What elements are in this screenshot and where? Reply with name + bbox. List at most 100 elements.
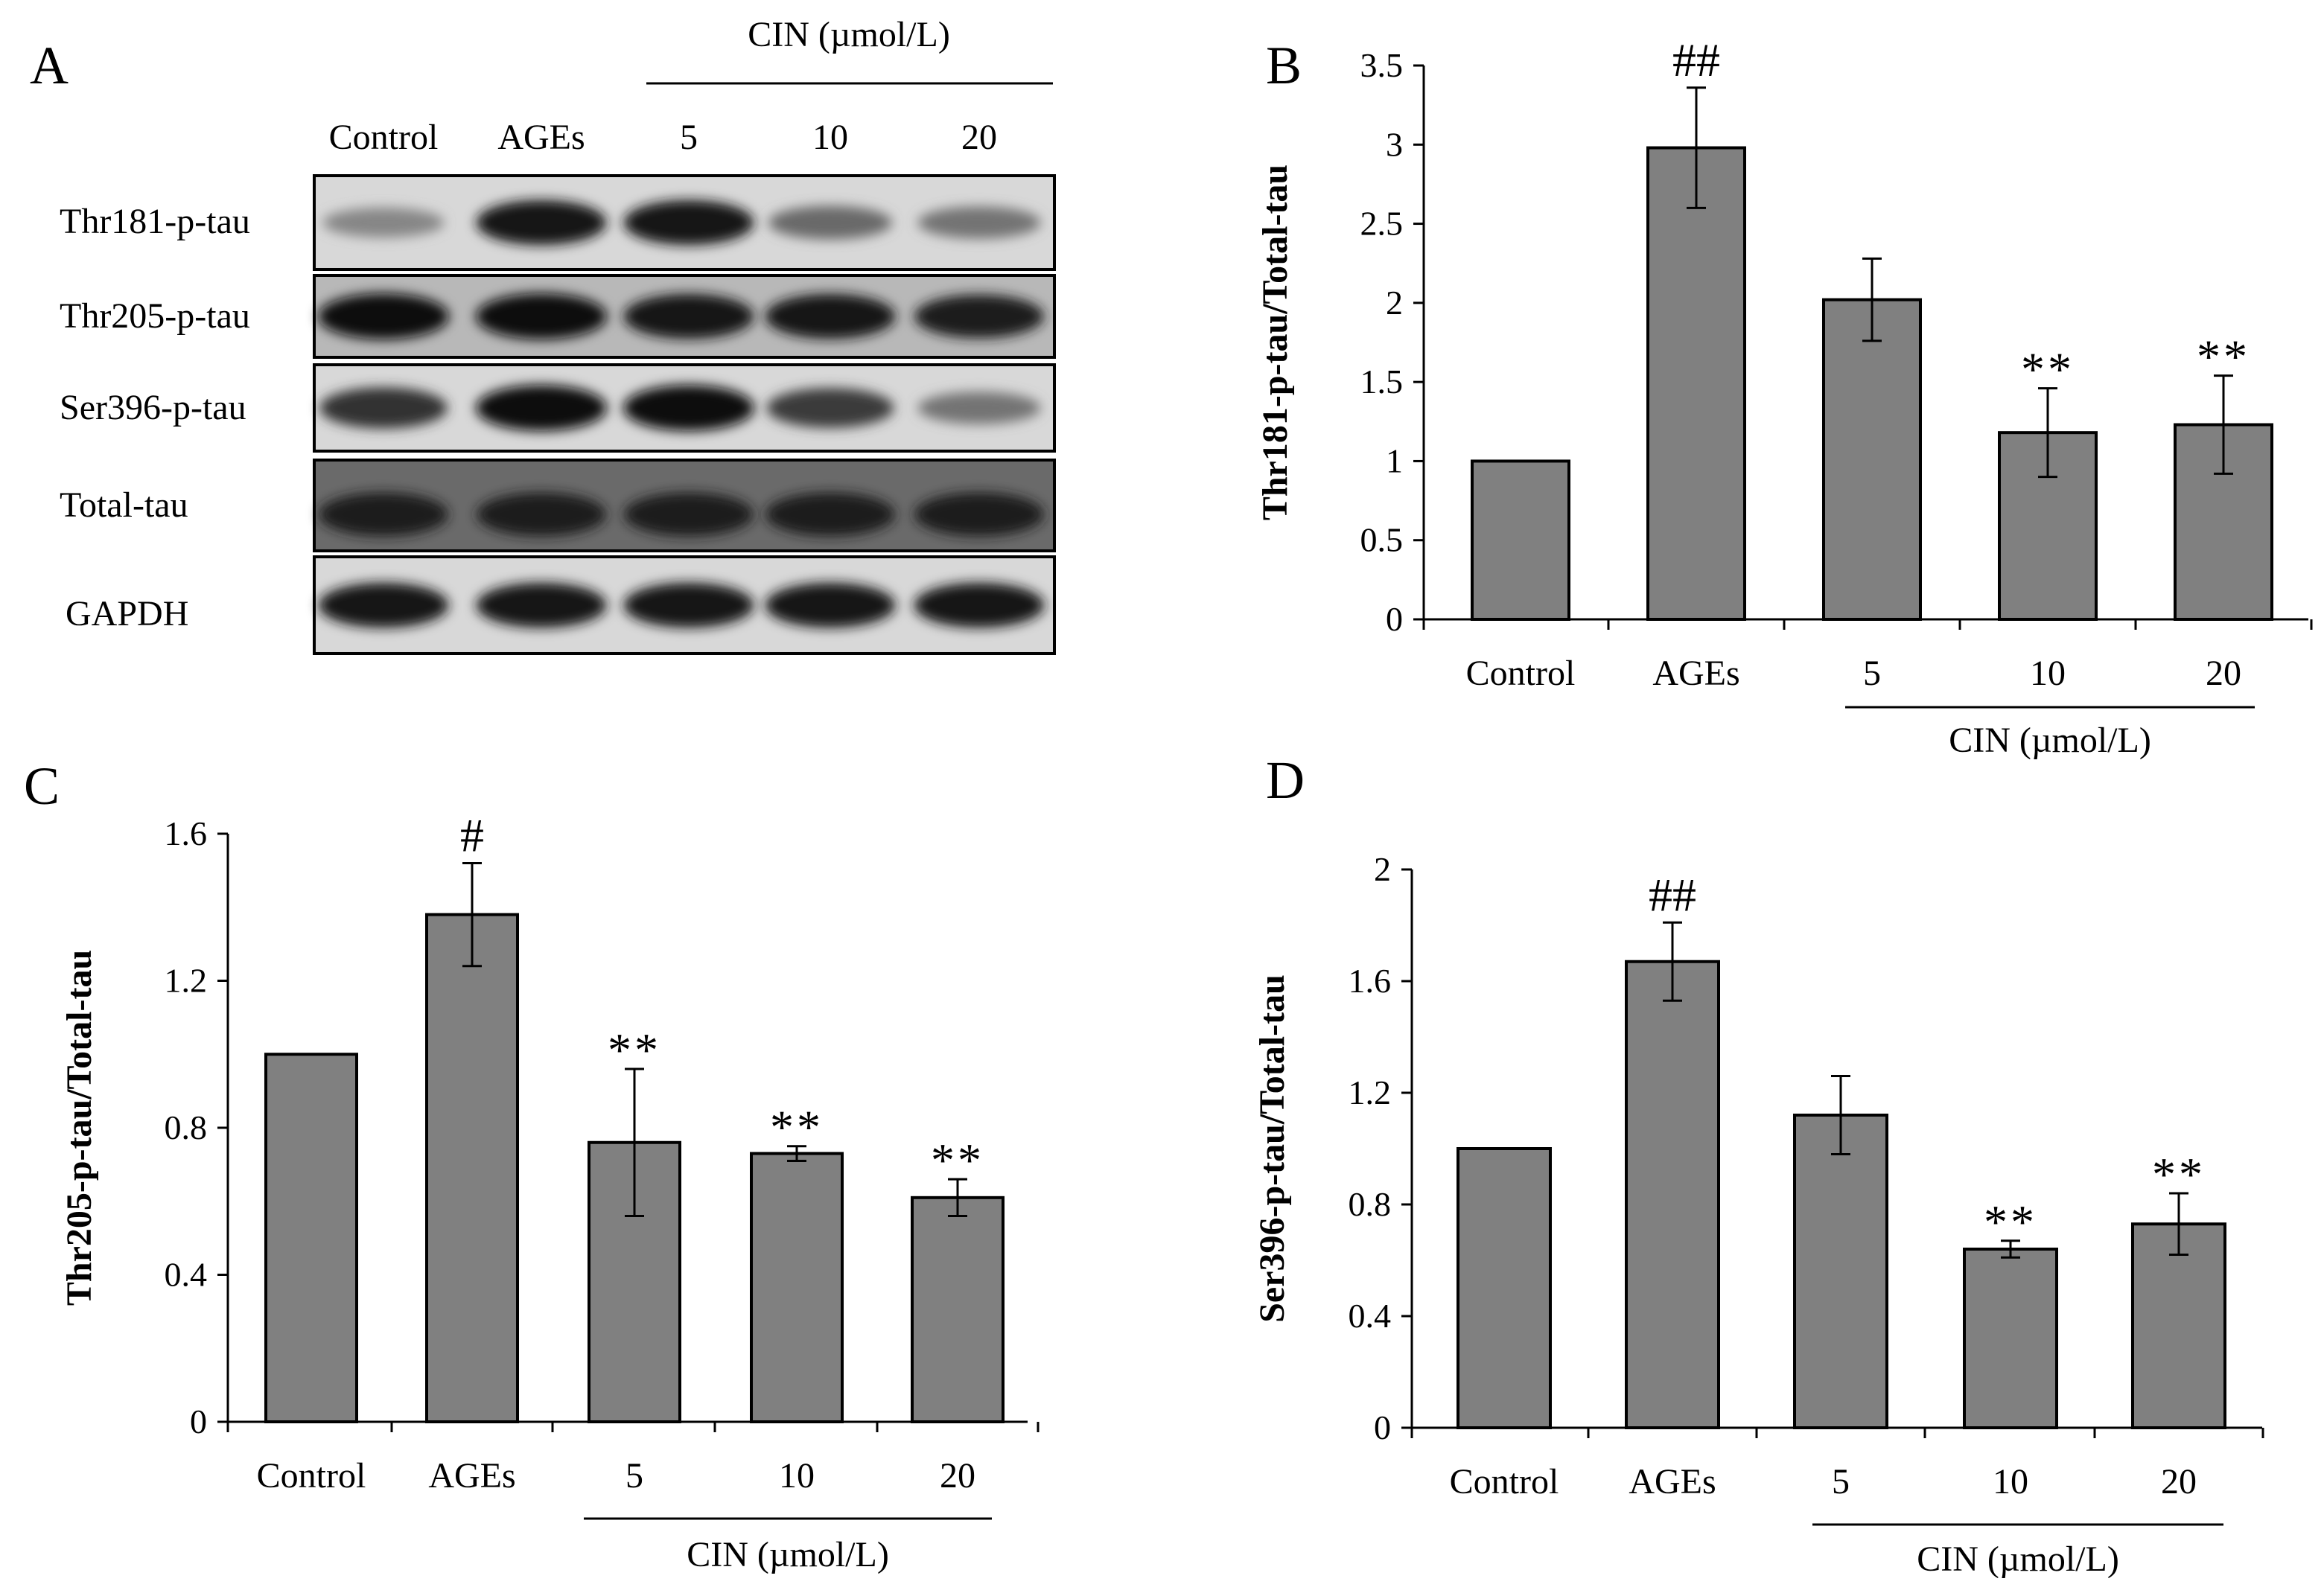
y-tick-label: 0.8 xyxy=(1349,1185,1392,1223)
y-tick-label: 0.4 xyxy=(1349,1297,1392,1335)
y-tick-label: 1.5 xyxy=(1360,363,1404,400)
blot-band xyxy=(914,582,1045,628)
x-tick-label: 10 xyxy=(1993,1462,2028,1501)
blot-band xyxy=(765,492,895,537)
blot-row: GAPDH xyxy=(66,555,1056,655)
x-tick-label: 10 xyxy=(779,1456,815,1496)
significance-mark: # xyxy=(460,809,484,862)
panel-letter-a: A xyxy=(30,36,69,95)
blot-band xyxy=(476,293,607,339)
blot-row-label: Ser396-p-tau xyxy=(60,388,246,427)
bar xyxy=(1457,1147,1552,1429)
panel-c-chart: C 0 0.4 0.8 1.2 1.6 Thr205-p-tau/Total-tau Cont… xyxy=(24,756,1040,1574)
blot-frame xyxy=(313,174,1056,271)
blot-row-label: Thr181-p-tau xyxy=(60,202,250,241)
y-tick-label: 1.2 xyxy=(1349,1073,1392,1111)
y-tick-label: 2 xyxy=(1374,850,1391,888)
bar xyxy=(425,913,519,1423)
significance-mark: ** xyxy=(770,1101,824,1154)
bar xyxy=(1646,146,1746,621)
blot-frame xyxy=(313,459,1056,552)
y-tick-label: 2.5 xyxy=(1360,205,1404,243)
blot-band xyxy=(766,388,894,428)
blot-band xyxy=(917,206,1041,239)
blot-row-label: Total-tau xyxy=(60,485,188,525)
panel-letter: C xyxy=(24,756,60,816)
blot-band xyxy=(623,293,754,339)
x-tick-label: 20 xyxy=(2161,1462,2197,1501)
y-tick-label: 1.2 xyxy=(165,962,208,1000)
blot-band xyxy=(623,200,754,246)
significance-mark: ** xyxy=(2197,331,2250,383)
y-tick-label: 0 xyxy=(190,1402,207,1440)
blot-lane-label: 10 xyxy=(812,118,848,157)
group-label: CIN (µmol/L) xyxy=(1949,721,2151,760)
blot-treatment-label: CIN (µmol/L) xyxy=(748,15,950,54)
blot-lane-label: 5 xyxy=(680,118,698,157)
bar xyxy=(264,1053,358,1423)
significance-mark: ## xyxy=(1649,868,1696,921)
panel-d-chart: D 0 0.4 0.8 1.2 1.6 2 Ser396-p-tau/Total-tau Con… xyxy=(1252,750,2264,1579)
blot-band xyxy=(914,294,1044,339)
y-tick-label: 1.6 xyxy=(165,814,208,852)
bar xyxy=(1471,459,1570,622)
y-tick-label: 3.5 xyxy=(1360,46,1404,84)
bar xyxy=(2131,1222,2226,1429)
blot-row: Ser396-p-tau xyxy=(60,363,1056,453)
x-tick-label: 10 xyxy=(2030,654,2066,693)
x-tick-label: AGEs xyxy=(1652,654,1739,693)
significance-mark: ** xyxy=(1984,1196,2037,1248)
blot-row: Total-tau xyxy=(60,459,1056,552)
group-label: CIN (µmol/L) xyxy=(687,1535,889,1574)
blot-band xyxy=(318,582,449,628)
significance-mark: ** xyxy=(2021,343,2075,396)
significance-mark: ## xyxy=(1672,33,1720,86)
bar xyxy=(2174,423,2273,622)
panel-letter: D xyxy=(1266,750,1305,810)
blot-band xyxy=(623,582,754,628)
blot-band xyxy=(477,492,606,537)
x-tick-label: 20 xyxy=(940,1456,975,1496)
blot-lane-labels: Control AGEs 5 10 20 xyxy=(329,118,997,157)
blot-band xyxy=(917,392,1041,424)
blot-row: Thr181-p-tau xyxy=(60,174,1056,271)
blot-band xyxy=(768,205,892,240)
bar xyxy=(1963,1248,2058,1429)
significance-mark: ** xyxy=(931,1134,984,1187)
bar xyxy=(750,1152,844,1423)
y-tick-label: 1 xyxy=(1386,441,1403,479)
blot-band xyxy=(624,492,754,537)
blot-band xyxy=(476,200,607,246)
x-tick-label: AGEs xyxy=(1629,1462,1716,1501)
y-axis-label: Thr205-p-tau/Total-tau xyxy=(60,950,99,1306)
blot-band xyxy=(476,385,607,431)
y-tick-label: 0 xyxy=(1374,1408,1391,1446)
x-tick-label: Control xyxy=(1450,1462,1559,1501)
blot-lane-label: 20 xyxy=(961,118,997,157)
blot-band xyxy=(318,293,449,339)
bar xyxy=(1793,1114,1888,1429)
group-label: CIN (µmol/L) xyxy=(1917,1539,2119,1579)
y-tick-label: 3 xyxy=(1386,125,1403,163)
panel-b-chart: B 0 0.5 1 1.5 2 2.5 3 3.5 Thr181-p-tau/Total-tau C… xyxy=(1255,33,2313,760)
x-tick-label: 20 xyxy=(2206,654,2241,693)
blot-band xyxy=(914,492,1044,537)
blot-band xyxy=(322,208,445,237)
blot-band xyxy=(765,582,896,628)
significance-mark: ** xyxy=(2152,1148,2206,1201)
blot-frame xyxy=(313,274,1056,359)
y-tick-label: 0 xyxy=(1386,600,1403,638)
x-tick-label: 5 xyxy=(1863,654,1881,693)
x-tick-label: Control xyxy=(257,1456,366,1496)
blot-band xyxy=(623,385,754,431)
x-tick-label: Control xyxy=(1466,654,1576,693)
y-axis-label: Thr181-p-tau/Total-tau xyxy=(1255,165,1295,520)
blot-row-label: GAPDH xyxy=(66,594,188,633)
significance-mark: ** xyxy=(608,1024,661,1076)
blot-frame xyxy=(313,555,1056,655)
x-tick-label: 5 xyxy=(625,1456,643,1496)
bar xyxy=(911,1196,1005,1423)
blot-band xyxy=(765,293,896,339)
